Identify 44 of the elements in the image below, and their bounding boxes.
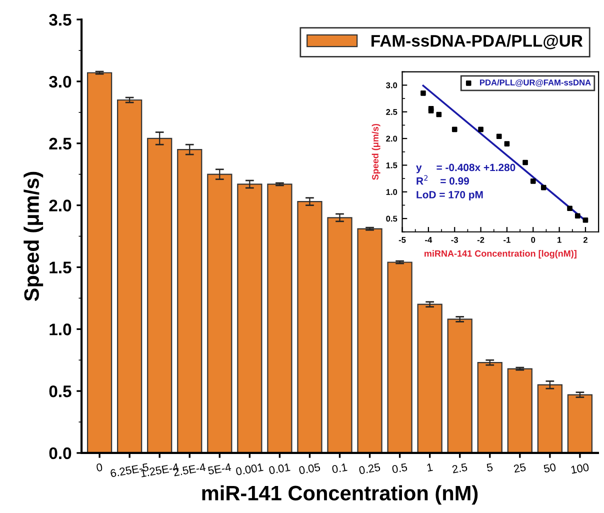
legend-label: FAM-ssDNA-PDA/PLL@UR: [372, 34, 583, 50]
y-tick-label: 2.5: [386, 109, 398, 115]
y-tick-label: 3.0: [49, 76, 72, 88]
x-axis-title: miRNA-141 Concentration [log(nM)]: [424, 250, 576, 259]
annotation: LoD = 170 pM: [416, 190, 483, 200]
y-tick-label: 2.0: [386, 136, 398, 142]
y-tick-label: 0.5: [49, 385, 72, 398]
x-tick-label: 50: [543, 463, 556, 473]
y-tick-label: 2.5: [49, 138, 72, 150]
y-tick-label: 3.0: [386, 82, 398, 88]
y-tick-label: 1.5: [386, 162, 398, 168]
x-tick-label: 100: [570, 463, 590, 474]
x-tick-label: 2.5: [452, 463, 468, 474]
y-axis-title: Speed (μm/s): [24, 172, 44, 302]
x-tick-label: -4: [425, 237, 432, 243]
x-tick-label: 1: [558, 237, 562, 243]
x-tick-label: 0: [531, 236, 536, 243]
y-tick-label: 1.5: [50, 262, 72, 274]
y-tick-label: 0.5: [386, 216, 398, 222]
legend-label: PDA/PLL@UR@FAM-ssDNA: [480, 79, 591, 87]
y-tick-label: 3.5: [49, 14, 72, 26]
x-tick-label: 25: [514, 463, 526, 473]
x-tick-label: 0.01: [268, 463, 290, 474]
y-tick-label: 1.0: [386, 189, 398, 195]
x-tick-label: -3: [451, 236, 458, 243]
x-tick-label: 5E-4: [208, 463, 232, 475]
y-tick-label: 2.0: [49, 200, 72, 212]
y-tick-label: 0.0: [49, 447, 72, 460]
x-tick-label: 2: [583, 236, 588, 243]
x-tick-label: 0.001: [236, 463, 264, 476]
x-tick-label: -2: [477, 236, 484, 243]
x-tick-label: 1: [426, 463, 433, 472]
annotation: y = -0.408x +1.280: [416, 164, 516, 174]
x-tick-label: 0.25: [358, 463, 380, 474]
x-tick-label: 0.1: [332, 463, 348, 474]
y-axis-title: Speed (μm/s): [372, 124, 380, 180]
x-tick-label: -1: [504, 237, 510, 243]
x-axis-title: miR-141 Concentration (nM): [202, 485, 478, 505]
x-tick-label: 5: [486, 463, 493, 472]
x-tick-label: 0: [96, 463, 103, 472]
text: R$^{2}$ = 0.99: [416, 175, 469, 185]
y-tick-label: 1.0: [50, 324, 72, 336]
x-tick-label: -5: [398, 237, 406, 243]
x-tick-label: 0.05: [298, 463, 320, 474]
